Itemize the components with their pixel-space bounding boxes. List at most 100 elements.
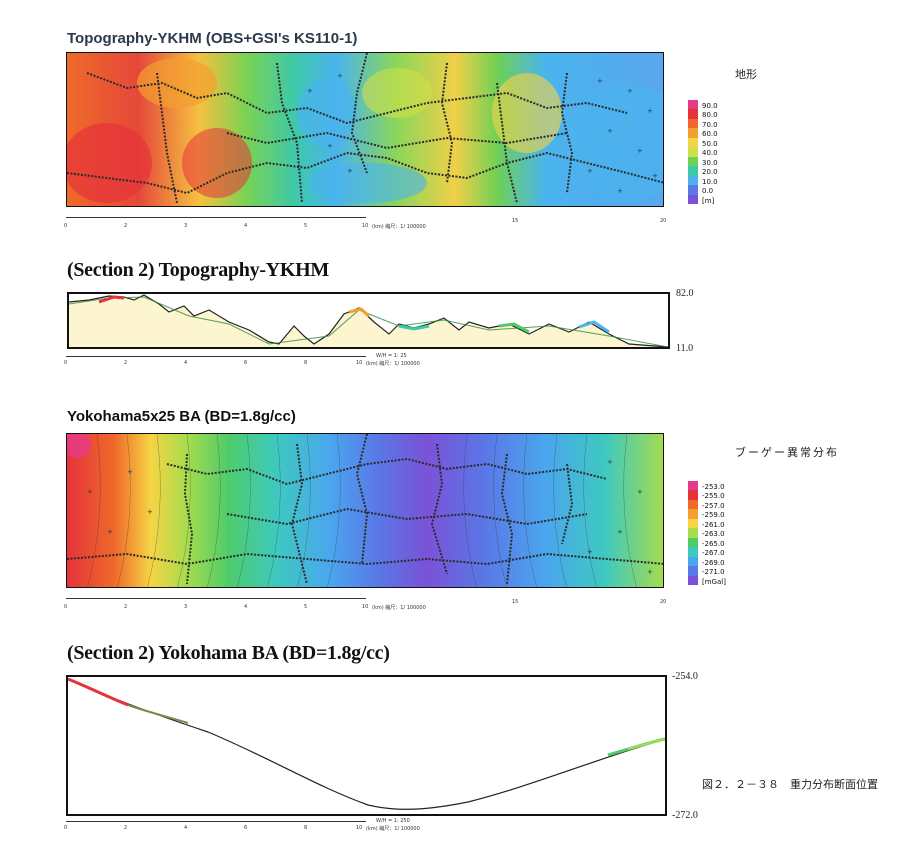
legend-swatch xyxy=(688,528,698,538)
svg-text:+: + xyxy=(347,167,353,175)
section-topo-axis-tick: 2 xyxy=(124,360,128,366)
legend-swatch xyxy=(688,128,698,138)
legend-value: -269.0 xyxy=(702,558,725,567)
legend-swatch xyxy=(688,118,698,129)
section-topo-wh-text: W/H = 1: 25 xyxy=(376,353,407,359)
legend-value: 90.0 xyxy=(702,102,718,110)
legend-swatch xyxy=(688,156,698,167)
legend-swatch xyxy=(688,481,698,491)
section-ba-wh-text: W/H = 1: 250 xyxy=(376,818,410,824)
legend-value: 10.0 xyxy=(702,177,718,186)
section-ba-axis-tick: 0 xyxy=(64,825,68,831)
svg-text:+: + xyxy=(607,127,613,135)
legend-swatch xyxy=(688,175,698,186)
ba-axis: 0 2 3 4 5 10 (km) 縮尺：1/ 100000 15 20 xyxy=(64,594,667,614)
svg-text:+: + xyxy=(597,77,603,85)
topo-axis-tick: 10 xyxy=(362,223,369,229)
legend-value: -261.0 xyxy=(702,520,725,529)
legend-swatch xyxy=(688,147,698,157)
ba-axis-tick: 15 xyxy=(512,599,519,605)
legend-value: 70.0 xyxy=(702,120,718,129)
legend-value: -267.0 xyxy=(702,549,725,558)
legend-swatch xyxy=(688,518,698,529)
legend-swatch xyxy=(688,185,698,195)
ba-axis-tick: 3 xyxy=(184,604,188,610)
topo-map: + + + + + + + + + + + + xyxy=(66,52,664,207)
ba-axis-tick: 20 xyxy=(660,599,667,605)
legend-swatch xyxy=(688,109,698,119)
svg-text:+: + xyxy=(607,458,613,466)
svg-text:+: + xyxy=(337,72,343,80)
legend-value: 80.0 xyxy=(702,111,718,120)
ba-axis-tick: 10 xyxy=(362,604,369,610)
legend-value: -271.0 xyxy=(702,568,725,577)
svg-text:+: + xyxy=(637,147,643,155)
legend-value: [mGal] xyxy=(702,577,726,586)
section-ba-title: (Section 2) Yokohama BA (BD=1.8g/cc) xyxy=(67,642,390,664)
svg-text:+: + xyxy=(87,488,93,496)
section-ba-axis-tick: 10 xyxy=(356,825,363,831)
section-topo-axis-tick: 4 xyxy=(184,360,188,366)
ba-map-image: + + + + + + + + + xyxy=(67,434,663,587)
section-topo-axis-tick: 0 xyxy=(64,360,68,366)
topo-axis-tick: 0 xyxy=(64,223,68,229)
topo-map-image: + + + + + + + + + + + + xyxy=(67,53,663,206)
legend-value: -263.0 xyxy=(702,530,725,539)
ba-axis-tick: 5 xyxy=(304,604,308,610)
legend-value: 60.0 xyxy=(702,130,718,139)
legend-value: -257.0 xyxy=(702,501,725,510)
section-ba-axis-tick: 8 xyxy=(304,825,308,831)
section-topo-profile-image xyxy=(68,294,669,348)
section-topo-axis-tick: 8 xyxy=(304,360,308,366)
svg-text:+: + xyxy=(617,187,623,195)
topo-axis: 0 2 3 4 5 10 (km) 縮尺：1/ 100000 15 20 xyxy=(64,213,667,233)
svg-text:+: + xyxy=(327,142,333,150)
ba-axis-tick: 2 xyxy=(124,604,128,610)
section-ba-min: -272.0 xyxy=(672,810,698,821)
legend-swatch xyxy=(688,509,698,519)
section-ba-max: -254.0 xyxy=(672,671,698,682)
svg-text:+: + xyxy=(147,508,153,516)
topo-axis-tick: 20 xyxy=(660,218,667,224)
svg-text:+: + xyxy=(637,488,643,496)
svg-text:+: + xyxy=(647,568,653,576)
legend-value: [m] xyxy=(702,196,715,205)
svg-text:+: + xyxy=(647,107,653,115)
svg-text:+: + xyxy=(587,167,593,175)
svg-text:+: + xyxy=(652,172,658,180)
section-ba-profile-image xyxy=(67,677,666,810)
legend-swatch xyxy=(688,499,698,510)
topo-axis-tick: 2 xyxy=(124,223,128,229)
legend-swatch xyxy=(688,166,698,176)
section-ba-axis: 0 2 4 6 8 10 W/H = 1: 250 (km) 縮尺：1/ 100… xyxy=(64,818,466,837)
topo-jp-label: 地形 xyxy=(735,68,757,81)
topo-axis-tick: 5 xyxy=(304,223,308,229)
section-topo-axis: 0 2 4 6 8 10 W/H = 1: 25 (km) 縮尺：1/ 1000… xyxy=(64,353,466,372)
ba-scale-text: (km) 縮尺：1/ 100000 xyxy=(372,605,426,611)
section-topo-min: 11.0 xyxy=(676,343,694,354)
legend-value: -259.0 xyxy=(702,511,725,520)
svg-text:+: + xyxy=(587,548,593,556)
section-topo-scale-text: (km) 縮尺：1/ 100000 xyxy=(366,361,420,367)
svg-text:+: + xyxy=(627,87,633,95)
section-topo-max: 82.0 xyxy=(676,288,694,299)
svg-text:+: + xyxy=(307,87,313,95)
legend-value: -255.0 xyxy=(702,492,725,501)
svg-text:+: + xyxy=(107,528,113,536)
topo-axis-tick: 3 xyxy=(184,223,188,229)
legend-swatch xyxy=(688,575,698,585)
legend-swatch xyxy=(688,100,698,110)
legend-value: 40.0 xyxy=(702,149,718,158)
topo-axis-tick: 4 xyxy=(244,223,248,229)
topo-scale-text: (km) 縮尺：1/ 100000 xyxy=(372,224,426,230)
topo-legend-bar xyxy=(688,100,698,204)
legend-swatch xyxy=(688,194,698,204)
legend-swatch xyxy=(688,137,698,148)
legend-swatch xyxy=(688,537,698,548)
section-topo-axis-tick: 6 xyxy=(244,360,248,366)
section-topo-axis-tick: 10 xyxy=(356,360,363,366)
legend-swatch xyxy=(688,566,698,576)
legend-swatch xyxy=(688,556,698,567)
legend-value: 30.0 xyxy=(702,158,718,167)
